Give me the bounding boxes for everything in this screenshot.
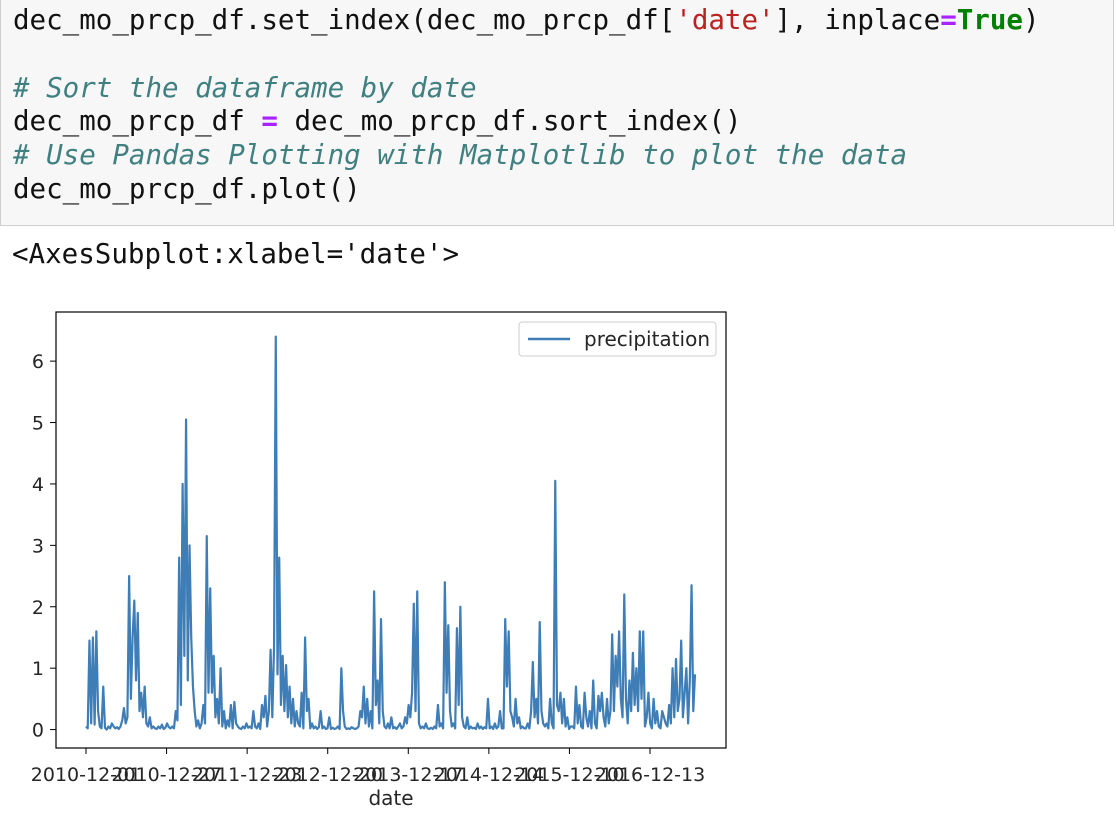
y-tick-label-4: 4 (32, 474, 44, 496)
x-tick-label-6: 2015-12-10 (514, 764, 624, 786)
y-tick-label-1: 1 (32, 658, 44, 680)
y-tick-label-6: 6 (32, 351, 44, 373)
x-tick-label-1: 2010-12-27 (111, 764, 221, 786)
x-axis: 2010-12-012010-12-272011-12-232012-12-20… (31, 748, 705, 786)
y-axis: 0 1 2 3 4 5 6 (32, 351, 56, 742)
y-tick-label-5: 5 (32, 413, 44, 435)
code-comment-sort: # Sort the dataframe by date (13, 71, 477, 104)
y-tick-label-2: 2 (32, 597, 44, 619)
x-tick-label-7: 2016-12-13 (595, 764, 705, 786)
series-group (85, 335, 697, 731)
code-line-2 (13, 38, 1040, 72)
code-line-6: dec_mo_prcp_df.plot() (13, 172, 361, 205)
code-comment-plot: # Use Pandas Plotting with Matplotlib to… (13, 139, 908, 172)
x-tick-label-3: 2012-12-20 (273, 764, 383, 786)
x-tick-label-2: 2011-12-23 (192, 764, 302, 786)
x-tick-label-5: 2014-12-14 (434, 764, 544, 786)
y-tick-label-3: 3 (32, 535, 44, 557)
legend-box (518, 321, 717, 357)
x-tick-label-4: 2013-12-17 (353, 764, 463, 786)
code-line-4: dec_mo_prcp_df = dec_mo_prcp_df.sort_ind… (13, 105, 742, 138)
code-line-1: dec_mo_prcp_df.set_index(dec_mo_prcp_df[… (13, 4, 1040, 36)
x-tick-label-0: 2010-12-01 (31, 764, 141, 786)
x-axis-label: date (368, 786, 413, 810)
legend: precipitation (518, 321, 717, 357)
output-repr: <AxesSubplot:xlabel='date'> (12, 238, 460, 270)
legend-label-precipitation: precipitation (584, 327, 710, 351)
y-tick-label-0: 0 (32, 720, 44, 742)
code-editor[interactable]: dec_mo_prcp_df.set_index(dec_mo_prcp_df[… (13, 4, 1040, 207)
series-line-precipitation (85, 335, 697, 731)
code-cell[interactable]: dec_mo_prcp_df.set_index(dec_mo_prcp_df[… (0, 0, 1114, 226)
